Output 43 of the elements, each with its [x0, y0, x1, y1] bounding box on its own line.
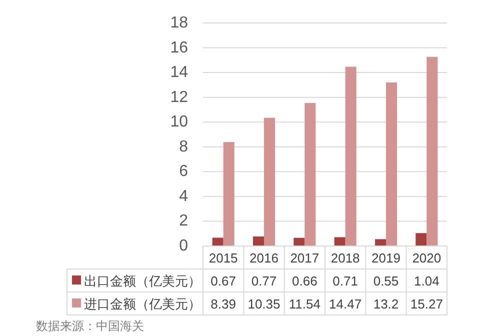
data-label: 0.77: [251, 274, 277, 288]
x-tick-label: 2019: [372, 250, 400, 266]
x-tick-label: 2015: [208, 250, 238, 266]
bar: [212, 238, 224, 246]
data-label: 8.39: [210, 296, 236, 312]
y-tick-label: 8: [179, 138, 188, 156]
y-tick-label: 4: [179, 188, 188, 205]
bar: [416, 233, 427, 246]
bar: [375, 239, 386, 246]
bar: [386, 82, 397, 246]
bar: [264, 118, 275, 246]
data-label: 0.67: [210, 274, 236, 288]
data-label: 0.66: [292, 274, 318, 288]
data-label: 11.54: [288, 296, 320, 312]
bar: [253, 236, 264, 246]
data-label: 13.2: [373, 296, 399, 312]
data-label: 10.35: [248, 296, 280, 312]
bar: [426, 56, 438, 246]
y-tick-label: 6: [179, 163, 188, 180]
bar: [223, 142, 234, 246]
bar: [294, 238, 305, 246]
y-tick-label: 16: [170, 39, 188, 56]
data-label: 14.47: [329, 296, 362, 312]
x-tick-label: 2017: [290, 250, 320, 266]
bar: [334, 237, 346, 246]
y-tick-label: 0: [179, 238, 188, 254]
x-tick-label: 2020: [412, 250, 442, 266]
y-tick-label: 18: [170, 14, 188, 32]
y-tick-label: 12: [170, 88, 188, 106]
bar: [304, 103, 316, 246]
y-tick-label: 14: [170, 64, 188, 82]
y-tick-label: 2: [179, 212, 188, 230]
source-note: 数据来源：中国海关: [36, 319, 144, 333]
legend-label: 出口金额（亿美元）: [84, 274, 201, 288]
data-label: 1.04: [414, 274, 440, 288]
data-label: 15.27: [410, 296, 443, 312]
legend-label: 进口金额（亿美元）: [84, 296, 201, 312]
x-tick-label: 2016: [250, 250, 278, 266]
data-label: 0.71: [332, 274, 358, 288]
y-tick-label: 10: [170, 114, 188, 131]
bar: [345, 66, 356, 246]
data-label: 0.55: [373, 274, 399, 288]
x-tick-label: 2018: [330, 250, 360, 266]
